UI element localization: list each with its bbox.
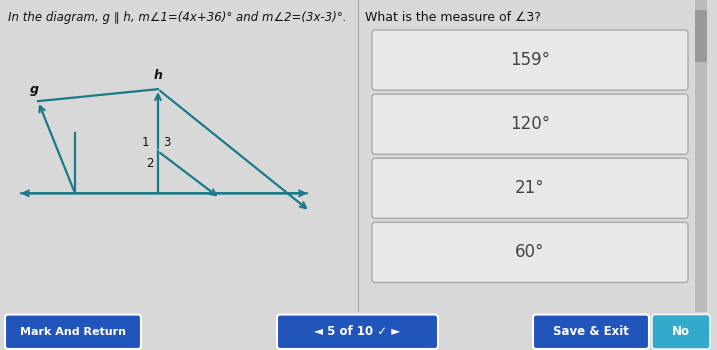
FancyBboxPatch shape <box>372 158 688 218</box>
Text: 21°: 21° <box>516 179 545 197</box>
FancyBboxPatch shape <box>695 10 707 62</box>
Text: 120°: 120° <box>510 115 550 133</box>
Text: What is the measure of ∠3?: What is the measure of ∠3? <box>365 11 541 24</box>
Text: ◄ 5 of 10 ✓ ►: ◄ 5 of 10 ✓ ► <box>314 325 400 338</box>
Text: 60°: 60° <box>516 243 545 261</box>
FancyBboxPatch shape <box>372 30 688 90</box>
Text: h: h <box>154 69 163 82</box>
FancyBboxPatch shape <box>652 315 710 349</box>
Text: g: g <box>30 83 39 96</box>
FancyBboxPatch shape <box>372 222 688 282</box>
Text: Save & Exit: Save & Exit <box>553 325 629 338</box>
FancyBboxPatch shape <box>277 315 438 349</box>
Text: No: No <box>672 325 690 338</box>
FancyBboxPatch shape <box>533 315 649 349</box>
FancyBboxPatch shape <box>5 315 141 349</box>
Text: Mark And Return: Mark And Return <box>20 327 126 337</box>
Text: 3: 3 <box>163 136 171 149</box>
Text: In the diagram, g ∥ h, m∠1=(4x+36)° and m∠2=(3x-3)°.: In the diagram, g ∥ h, m∠1=(4x+36)° and … <box>8 11 346 24</box>
Text: 2: 2 <box>146 157 153 170</box>
Text: 1: 1 <box>142 136 150 149</box>
Text: 159°: 159° <box>510 51 550 69</box>
FancyBboxPatch shape <box>372 94 688 154</box>
Bar <box>695 0 707 312</box>
